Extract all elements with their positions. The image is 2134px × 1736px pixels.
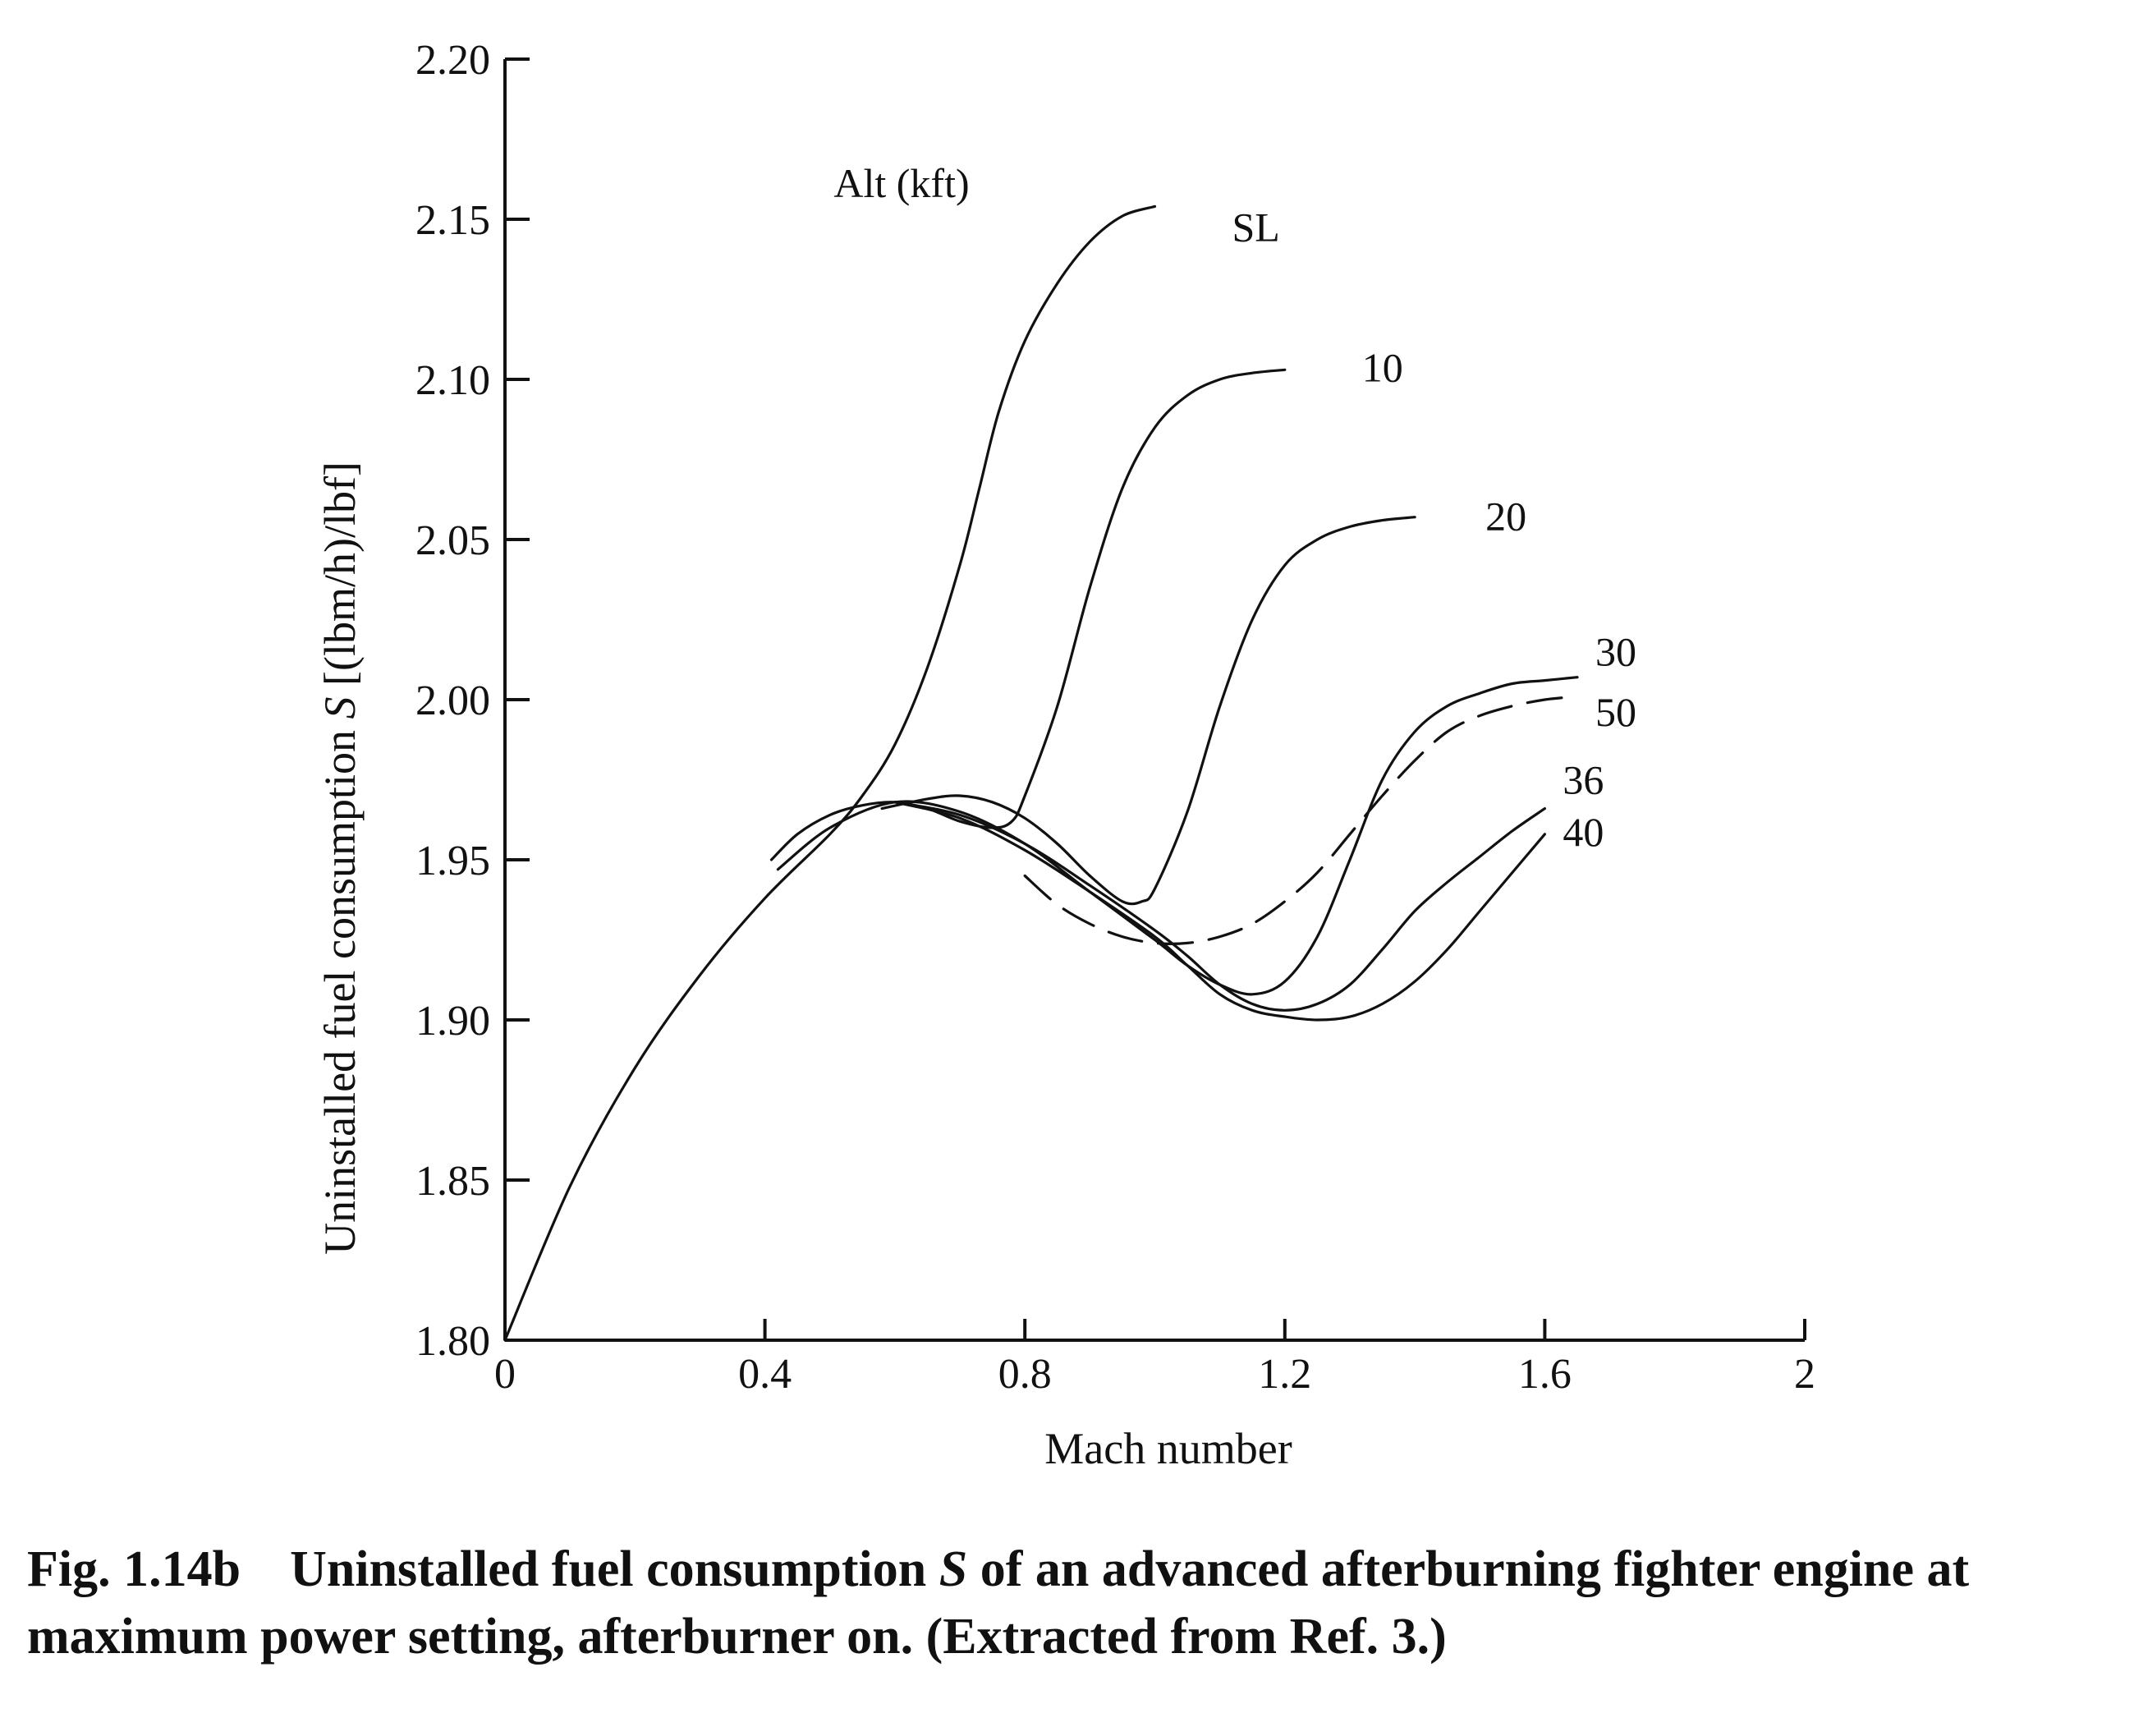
x-axis-label: Mach number [1044, 1424, 1292, 1473]
y-axis-ticks: 1.80 1.85 1.90 1.95 2.00 2.05 2.10 2.15 2.20 [415, 37, 530, 1365]
y-tick-label: 1.85 [415, 1158, 490, 1205]
series-label-10: 10 [1362, 344, 1403, 390]
series-line-sl [503, 204, 1157, 1342]
y-tick-label: 1.80 [415, 1318, 490, 1365]
y-tick-label: 2.05 [415, 517, 490, 564]
x-tick-label: 0 [494, 1351, 516, 1398]
y-axis-label-suffix: [(lbm/h)/lbf] [315, 462, 365, 696]
series-label-20: 20 [1485, 494, 1526, 540]
y-tick-label: 2.20 [415, 37, 490, 84]
fuel-consumption-chart: 0 0.4 0.8 1.2 1.6 2 1.80 1.85 1.90 1.95 2.00 2.05 2… [315, 37, 1815, 1473]
curves [503, 204, 1579, 1342]
y-tick-label: 1.95 [415, 838, 490, 884]
series-line-50 [1023, 695, 1579, 945]
series-line-40 [893, 801, 1546, 1022]
y-tick-label: 2.10 [415, 357, 490, 404]
y-tick-label: 2.00 [415, 677, 490, 724]
y-tick-label: 1.90 [415, 998, 490, 1045]
x-tick-label: 1.2 [1258, 1351, 1311, 1398]
caption-text-after: of an advanced afterburning fighter engi… [27, 1541, 1970, 1665]
y-tick-label: 2.15 [415, 197, 490, 244]
y-axis-label-prefix: Uninstalled fuel consumption [315, 719, 365, 1255]
series-label-36: 36 [1563, 757, 1604, 803]
legend-title: Alt (kft) [833, 160, 969, 206]
series-line-20 [880, 516, 1416, 906]
caption-text-before: Uninstalled fuel consumption [290, 1541, 939, 1597]
series-line-10 [769, 368, 1287, 861]
y-axis-label: Uninstalled fuel consumption S [(lbm/h)/… [315, 462, 365, 1255]
series-label-sl: SL [1232, 204, 1280, 250]
caption-symbol: S [939, 1541, 968, 1597]
figure-number: Fig. 1.14b [27, 1541, 241, 1597]
x-tick-label: 0.8 [998, 1351, 1052, 1398]
series-line-36 [893, 801, 1546, 1012]
x-tick-label: 0.4 [738, 1351, 792, 1398]
series-label-50: 50 [1595, 689, 1636, 735]
figure-caption: Fig. 1.14b Uninstalled fuel consumption S… [27, 1536, 2104, 1670]
x-tick-label: 2 [1794, 1351, 1815, 1398]
x-tick-label: 1.6 [1518, 1351, 1572, 1398]
series-line-30 [776, 676, 1579, 996]
x-axis-ticks: 0 0.4 0.8 1.2 1.6 2 [494, 1319, 1815, 1398]
curve-labels: SL 10 20 30 50 36 40 [1232, 204, 1636, 854]
series-label-40: 40 [1563, 809, 1604, 855]
y-axis-label-symbol: S [315, 697, 365, 719]
series-label-30: 30 [1595, 629, 1636, 675]
